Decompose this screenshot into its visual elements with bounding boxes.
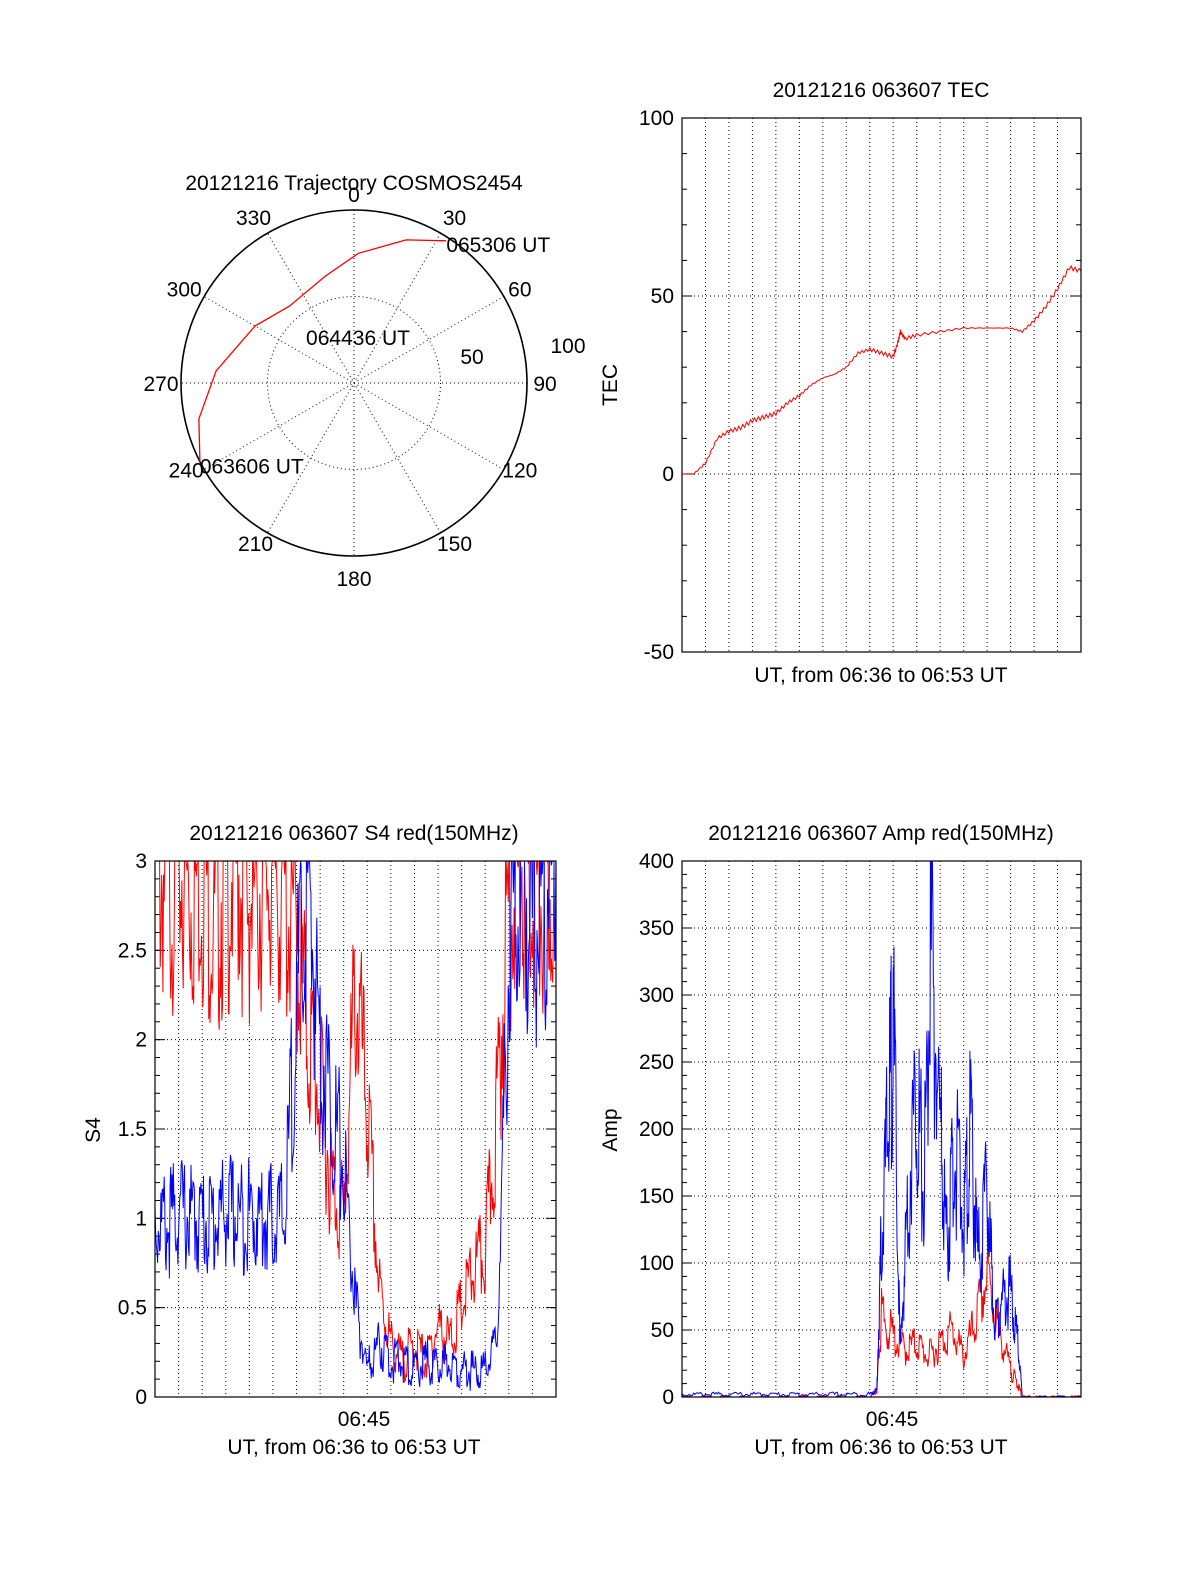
y-tick-label: 2 (135, 1029, 147, 1052)
y-tick-label: 2.5 (118, 939, 147, 962)
amp-panel: 20121216 063607 Amp red(150MHz) UT, from… (599, 822, 1082, 1459)
s4-xtick: 06:45 (338, 1408, 391, 1431)
tec-ylabel: TEC (599, 364, 622, 406)
amp-xlabel: UT, from 06:36 to 06:53 UT (754, 1436, 1007, 1459)
y-tick-label: 50 (651, 1319, 674, 1342)
y-tick-label: 3 (135, 850, 147, 873)
y-tick-label: 0 (135, 1386, 147, 1409)
y-tick-label: 350 (639, 917, 674, 940)
plot-frame (681, 117, 1082, 653)
polar-azimuth-label: 90 (533, 373, 556, 396)
y-tick-label: 200 (639, 1118, 674, 1141)
y-tick-label: 1 (135, 1207, 147, 1230)
tec-title: 20121216 063607 TEC (773, 79, 990, 102)
series-line-red (155, 859, 556, 1384)
tec-xlabel: UT, from 06:36 to 06:53 UT (754, 664, 1007, 687)
polar-azimuth-label: 30 (443, 207, 466, 230)
y-tick-label: 0.5 (118, 1297, 147, 1320)
polar-azimuth-label: 150 (437, 533, 472, 556)
y-tick-label: 100 (639, 107, 674, 130)
polar-ring-label: 100 (550, 335, 585, 358)
y-tick-label: 0 (662, 463, 674, 486)
s4-ylabel: S4 (82, 1117, 105, 1143)
y-tick-label: -50 (644, 641, 674, 664)
y-tick-label: 250 (639, 1051, 674, 1074)
y-tick-label: 300 (639, 984, 674, 1007)
s4-panel: 20121216 063607 S4 red(150MHz) UT, from … (82, 822, 557, 1459)
y-tick-label: 150 (639, 1185, 674, 1208)
polar-time-label: 064436 UT (306, 327, 410, 350)
amp-xtick: 06:45 (866, 1408, 919, 1431)
y-tick-label: 100 (639, 1252, 674, 1275)
polar-time-label: 065306 UT (446, 234, 550, 257)
y-tick-label: 50 (651, 285, 674, 308)
polar-ring-label: 50 (460, 346, 483, 369)
amp-ylabel: Amp (599, 1108, 622, 1151)
plot-frame (154, 860, 557, 1398)
polar-azimuth-label: 60 (508, 279, 531, 302)
tec-panel: 20121216 063607 TEC UT, from 06:36 to 06… (599, 79, 1082, 687)
plot-frame (681, 860, 1082, 1398)
y-tick-label: 400 (639, 850, 674, 873)
y-tick-label: 1.5 (118, 1118, 147, 1141)
polar-azimuth-label: 240 (169, 460, 204, 483)
series-line-blue (681, 860, 1082, 1398)
y-tick-label: 0 (662, 1386, 674, 1409)
polar-title: 20121216 Trajectory COSMOS2454 (185, 172, 523, 195)
polar-trajectory-panel: 20121216 Trajectory COSMOS2454 0 30 60 90 12… (143, 172, 585, 591)
series-line-blue (154, 860, 557, 1391)
polar-time-label: 063606 UT (200, 456, 304, 479)
s4-xlabel: UT, from 06:36 to 06:53 UT (227, 1436, 480, 1459)
polar-spoke (267, 232, 441, 534)
polar-inner-ring (267, 296, 441, 470)
polar-azimuth-label: 0 (348, 184, 360, 207)
polar-azimuth-label: 180 (336, 568, 371, 591)
amp-title: 20121216 063607 Amp red(150MHz) (708, 822, 1054, 845)
polar-azimuth-label: 210 (238, 533, 273, 556)
polar-azimuth-label: 270 (143, 373, 178, 396)
polar-azimuth-label: 120 (502, 460, 537, 483)
s4-title: 20121216 063607 S4 red(150MHz) (189, 822, 518, 845)
polar-azimuth-label: 300 (167, 279, 202, 302)
series-line-red (681, 264, 1082, 476)
polar-trajectory-line (198, 239, 447, 462)
polar-azimuth-label: 330 (236, 207, 271, 230)
